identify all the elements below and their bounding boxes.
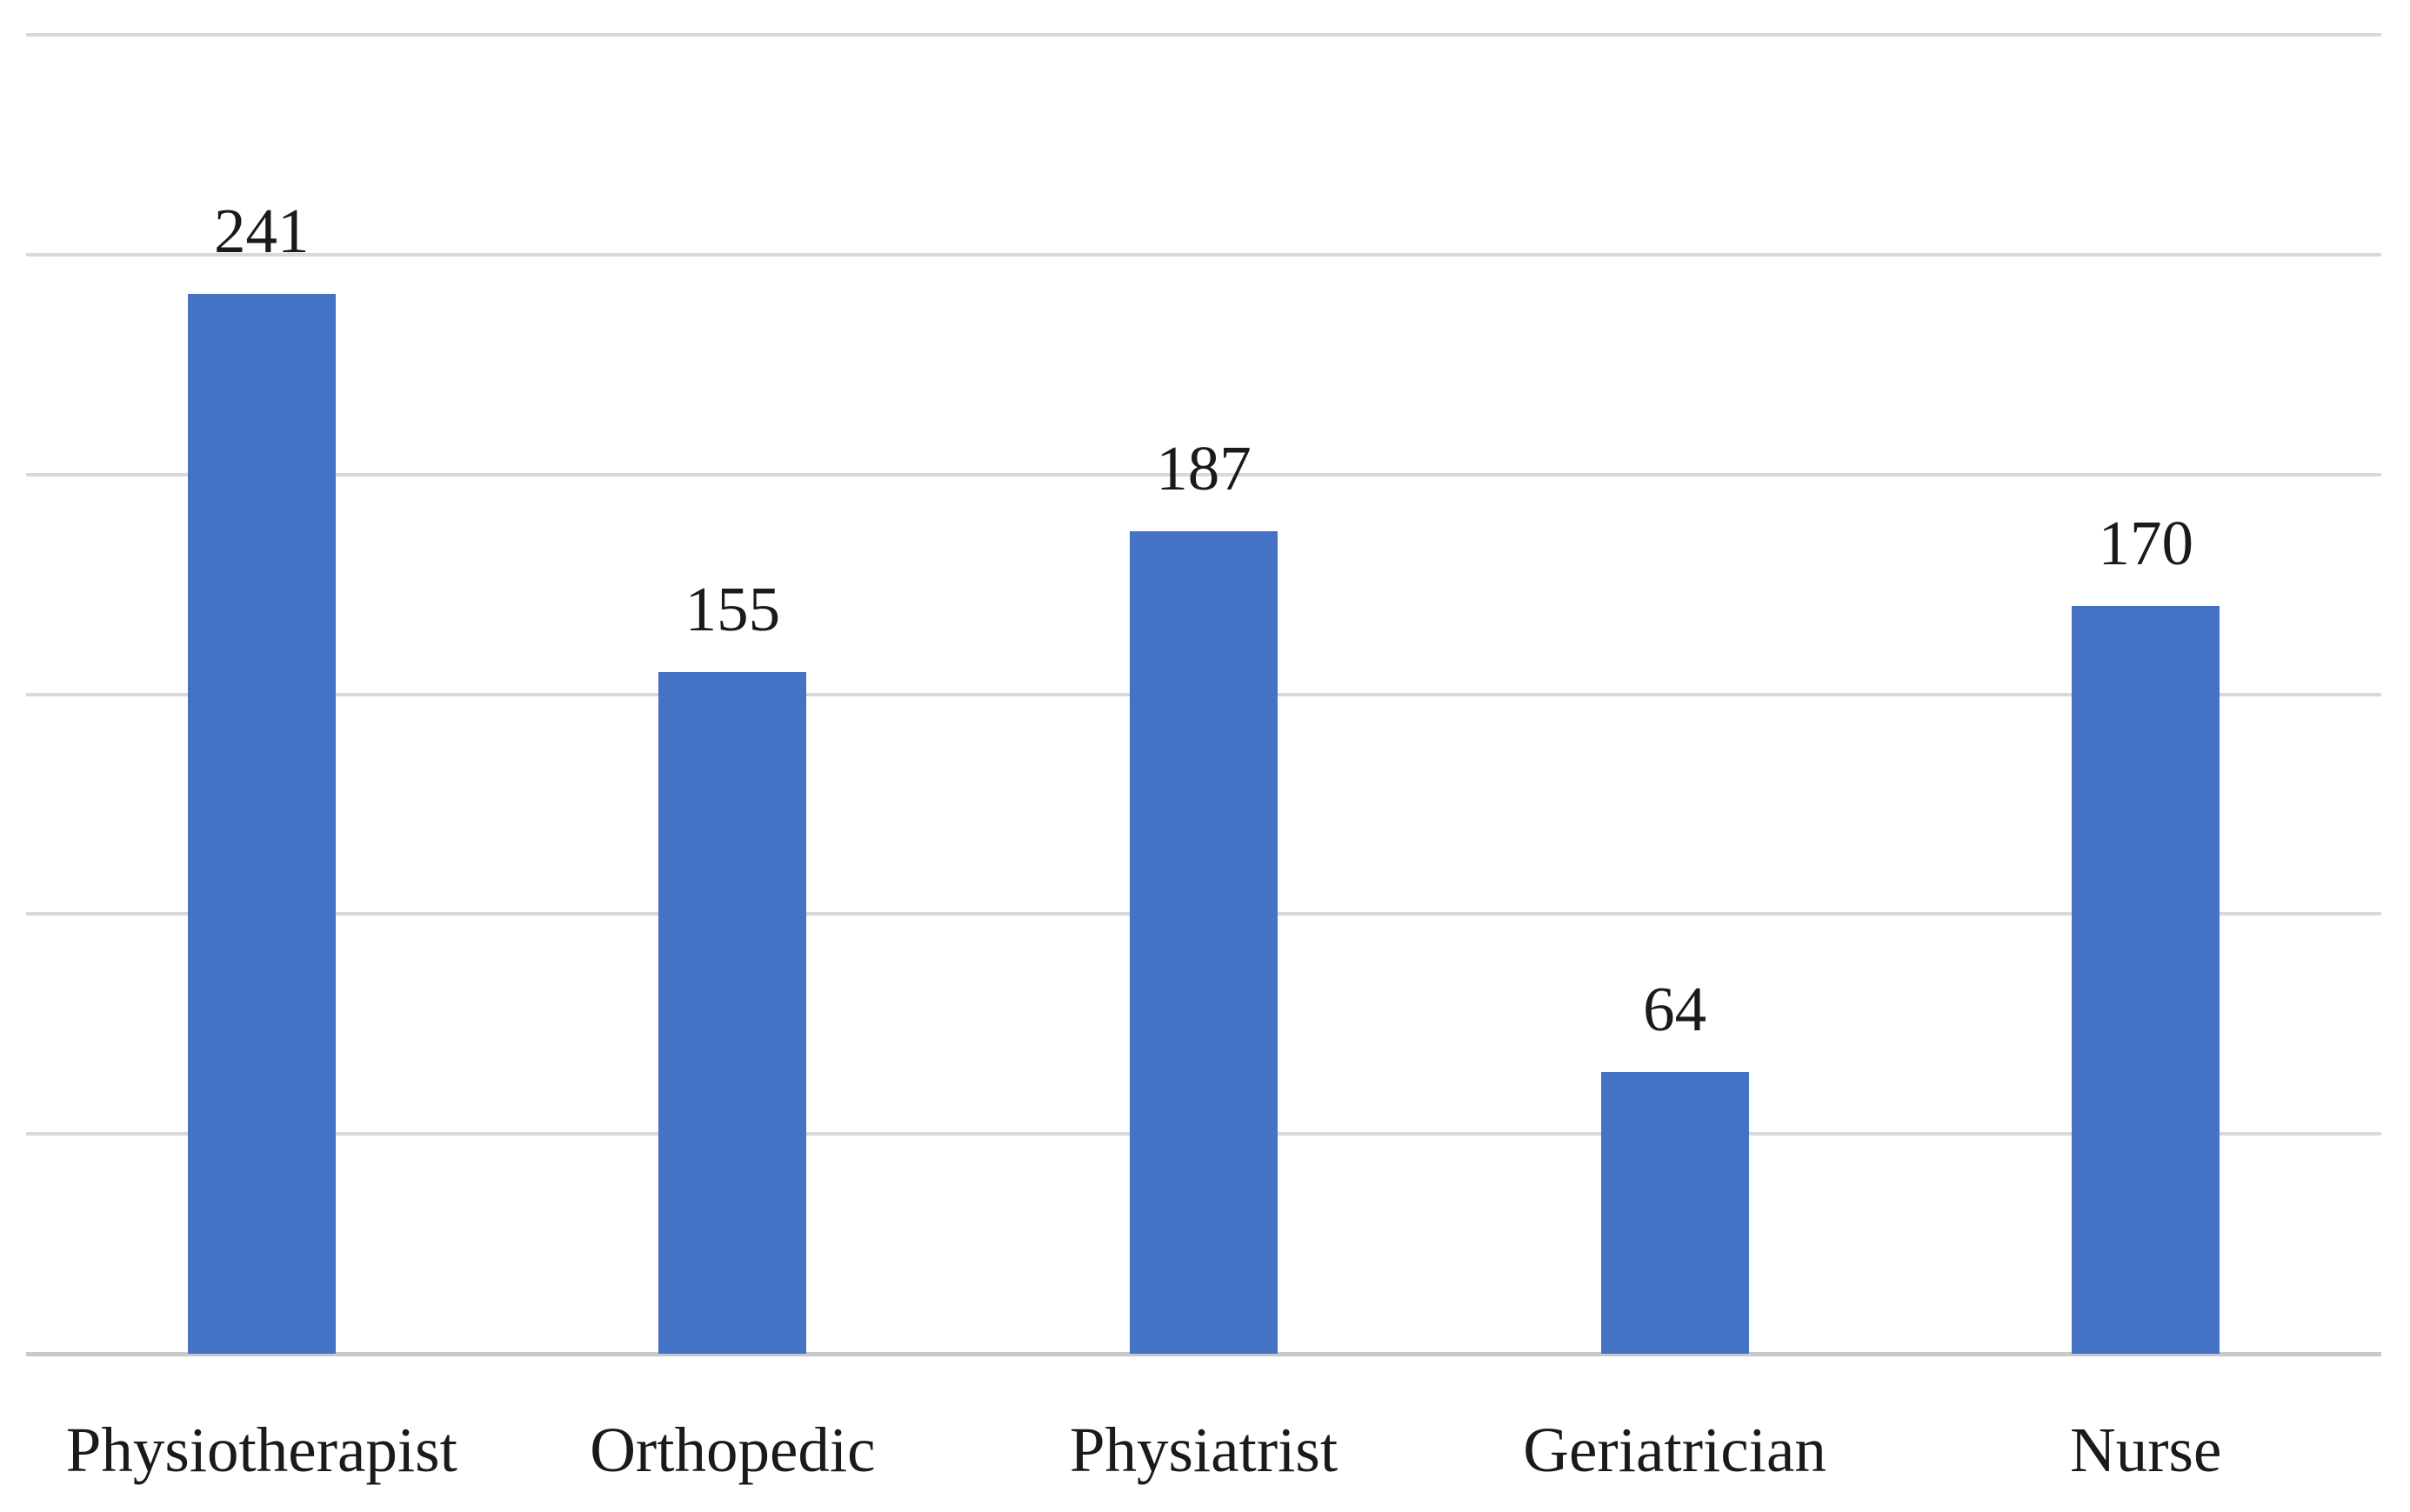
gridline-250: [26, 252, 2381, 256]
value-label-orthopedic: 155: [684, 574, 781, 644]
category-label-nurse: Nurse: [2070, 1415, 2222, 1485]
value-label-geriatrician: 64: [1643, 974, 1707, 1044]
category-label-physiatrist: Physiatrist: [1069, 1415, 1339, 1485]
category-label-physiotherapist: Physiotherapist: [65, 1415, 457, 1485]
category-label-orthopedic: Orthopedic: [590, 1415, 876, 1485]
bar-nurse: [2072, 606, 2220, 1354]
plot-area: 241 155 187 64 170: [26, 33, 2381, 1356]
bar-geriatrician: [1600, 1072, 1749, 1354]
bar-physiotherapist: [187, 294, 336, 1354]
x-axis-baseline: [26, 1352, 2381, 1356]
gridline-300: [26, 33, 2381, 37]
x-axis-labels: Physiotherapist Orthopedic Physiatrist Geri…: [26, 1415, 2381, 1512]
bar-physiatrist: [1130, 531, 1278, 1354]
value-label-physiatrist: 187: [1156, 433, 1252, 503]
category-label-geriatrician: Geriatrician: [1523, 1415, 1826, 1485]
gridline-200: [26, 472, 2381, 476]
value-label-nurse: 170: [2098, 508, 2193, 578]
bar-orthopedic: [658, 672, 807, 1354]
value-label-physiotherapist: 241: [214, 196, 310, 266]
